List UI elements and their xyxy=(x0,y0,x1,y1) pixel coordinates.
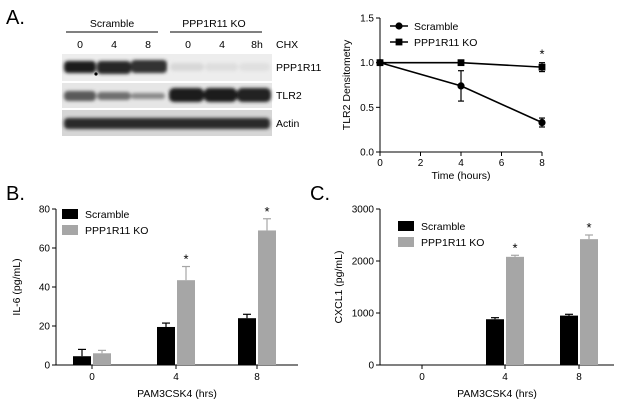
x-tick-label: 4 xyxy=(458,158,464,169)
legend-label-1: PPP1R11 KO xyxy=(414,37,477,49)
x-tick-label: 6 xyxy=(499,158,505,169)
significance-star: * xyxy=(264,204,269,219)
x-tick-label: 4 xyxy=(502,372,508,383)
y-tick-label: 2000 xyxy=(352,257,375,268)
y-tick-label: 80 xyxy=(39,205,51,216)
bar-0-2 xyxy=(560,315,578,365)
band-label-actin: Actin xyxy=(276,118,300,130)
y-tick-label: 1.5 xyxy=(360,14,374,25)
y-tick-label: 40 xyxy=(39,283,51,294)
y-tick-label: 3000 xyxy=(352,205,375,216)
significance-star: * xyxy=(586,220,591,235)
significance-star: * xyxy=(539,47,544,62)
significance-star: * xyxy=(183,252,188,267)
y-tick-label: 1000 xyxy=(352,309,375,320)
legend-label-1: PPP1R11 KO xyxy=(421,237,484,249)
y-tick-label: 0.5 xyxy=(360,103,374,114)
x-tick-label: 8 xyxy=(539,158,545,169)
y-tick-label: 0.0 xyxy=(360,148,374,159)
lane-label-3: 8 xyxy=(145,39,151,51)
bar-0-2 xyxy=(238,318,256,365)
significance-star: * xyxy=(512,240,517,255)
band-actin xyxy=(64,118,270,129)
western-blot: Scramble PPP1R11 KO 0 4 8 0 4 8h CHX PPP… xyxy=(62,18,321,136)
band-tlr2 xyxy=(64,88,271,102)
legend-label-1: PPP1R11 KO xyxy=(85,225,148,237)
y-tick-label: 0 xyxy=(368,361,374,372)
lane-label-4: 0 xyxy=(185,39,191,51)
y-tick-label: 20 xyxy=(39,322,51,333)
legend-label-0: Scramble xyxy=(421,221,466,233)
legend-swatch-1 xyxy=(398,237,414,247)
x-axis-title: Time (hours) xyxy=(431,170,490,182)
legend-marker-square xyxy=(395,38,403,46)
bar-0-1 xyxy=(486,319,504,365)
lane-label-2: 4 xyxy=(111,39,117,51)
panel-label-c: C. xyxy=(310,183,330,205)
data-point-square xyxy=(538,63,546,71)
band-label-ppp1r11: PPP1R11 xyxy=(276,62,321,74)
blot-group-label-ko: PPP1R11 KO xyxy=(182,18,245,30)
band-ppp1r11 xyxy=(64,60,270,74)
bar-1-2 xyxy=(580,239,598,365)
x-tick-label: 4 xyxy=(173,372,179,383)
legend-swatch-1 xyxy=(62,225,78,235)
x-tick-label: 8 xyxy=(576,372,582,383)
y-tick-label: 60 xyxy=(39,244,51,255)
x-tick-label: 2 xyxy=(418,158,424,169)
chart-c-bar: 0 1000 2000 3000 0 4 8 PAM3CSK4 (hrs) CXCL1 (pg/… xyxy=(333,205,614,400)
x-tick-label: 0 xyxy=(419,372,425,383)
treatment-label: CHX xyxy=(276,39,298,51)
panel-label-b: B. xyxy=(6,183,25,205)
chart-a-line: 0.0 0.5 1.0 1.5 0 2 4 6 8 Time (hours) TLR2 Densit… xyxy=(341,14,546,182)
x-tick-label: 8 xyxy=(254,372,260,383)
bar-0-1 xyxy=(157,326,175,365)
y-axis-title: IL-6 (pg/mL) xyxy=(11,258,23,315)
legend-marker-circle xyxy=(395,22,403,30)
bar-1-0 xyxy=(93,353,111,365)
blot-group-label-scramble: Scramble xyxy=(90,18,135,30)
x-tick-label: 0 xyxy=(89,372,95,383)
panel-label-a: A. xyxy=(6,7,25,29)
chart-b-bar: 0 20 40 60 80 0 4 8 PAM3CSK4 (hrs) IL-6 (pg/mL) * *… xyxy=(11,204,298,400)
band-label-tlr2: TLR2 xyxy=(276,90,302,102)
x-axis-title: PAM3CSK4 (hrs) xyxy=(137,388,217,400)
legend-label-0: Scramble xyxy=(414,21,459,33)
data-point-circle xyxy=(538,118,546,127)
lane-label-6: 8h xyxy=(251,39,263,51)
x-axis-title: PAM3CSK4 (hrs) xyxy=(457,388,537,400)
legend-swatch-0 xyxy=(62,209,78,219)
data-point-square xyxy=(376,59,384,67)
data-point-circle xyxy=(457,82,465,90)
y-tick-label: 1.0 xyxy=(360,58,374,69)
bar-1-2 xyxy=(258,230,276,365)
y-axis-title: CXCL1 (pg/mL) xyxy=(333,251,345,324)
blot-speck xyxy=(94,72,98,76)
bar-1-1 xyxy=(177,280,195,365)
y-tick-label: 0 xyxy=(44,361,50,372)
y-axis-title: TLR2 Densitometry xyxy=(341,39,353,130)
data-point-square xyxy=(457,59,465,67)
bar-0-0 xyxy=(73,356,91,365)
x-tick-label: 0 xyxy=(377,158,383,169)
bar-1-1 xyxy=(506,256,524,365)
lane-label-5: 4 xyxy=(219,39,225,51)
lane-label-1: 0 xyxy=(77,39,83,51)
legend-label-0: Scramble xyxy=(85,209,130,221)
legend-swatch-0 xyxy=(398,221,414,231)
